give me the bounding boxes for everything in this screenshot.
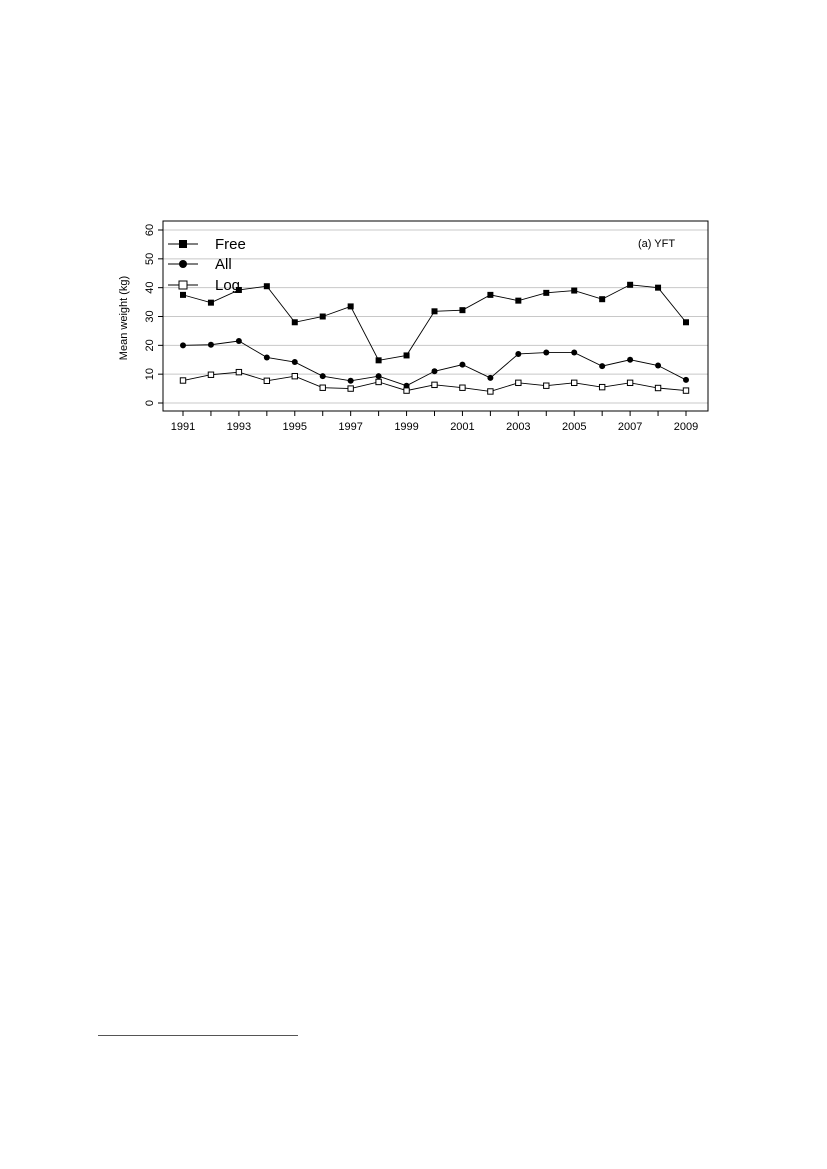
point-all-1994 (263, 354, 270, 361)
point-free-2009 (683, 319, 689, 326)
point-free-2000 (431, 308, 438, 315)
legend-label-free: Free (215, 236, 246, 253)
point-log-2004 (543, 382, 550, 389)
x-tick-label-1995: 1995 (283, 421, 307, 433)
point-all-2001 (459, 361, 466, 368)
point-free-1996 (319, 313, 326, 320)
grid-lines (163, 229, 708, 404)
point-all-2008 (655, 362, 662, 369)
point-all-2006 (599, 363, 606, 370)
point-all-1993 (235, 338, 242, 345)
point-log-2000 (431, 381, 438, 389)
point-free-1998 (375, 357, 382, 364)
point-log-1991 (179, 377, 187, 384)
point-log-1992 (207, 371, 215, 378)
legend-entry-free: Free (168, 236, 246, 253)
footnote-separator (98, 1035, 298, 1036)
point-all-1996 (319, 373, 326, 380)
series-free (180, 281, 689, 364)
point-all-1995 (291, 359, 298, 366)
panel-label: (a) YFT (638, 238, 675, 250)
mean-weight-chart: 0 10 20 30 40 50 60 1991 1993 1995 1997 1999 2001 20… (118, 220, 709, 433)
point-all-2007 (627, 356, 634, 363)
x-tick-label-1993: 1993 (227, 421, 251, 433)
legend-label-all: All (215, 256, 232, 273)
series-line-all (182, 340, 687, 387)
y-tick-label-60: 60 (144, 224, 156, 236)
legend-marker-all (179, 260, 187, 268)
point-log-2007 (626, 379, 634, 387)
point-log-1995 (291, 372, 298, 380)
point-free-1994 (263, 283, 270, 290)
point-all-2000 (431, 368, 438, 375)
x-tick-label-1999: 1999 (394, 421, 418, 433)
point-free-1999 (403, 352, 410, 359)
point-log-1999 (403, 387, 410, 394)
legend-marker-free (179, 240, 187, 248)
point-free-2003 (515, 297, 522, 304)
x-tick-label-2005: 2005 (562, 421, 586, 433)
y-axis: 0 10 20 30 40 50 60 (144, 224, 163, 406)
point-free-2005 (571, 287, 578, 294)
series-log (179, 368, 690, 395)
point-log-2005 (571, 379, 578, 387)
x-tick-label-2007: 2007 (618, 421, 642, 433)
point-free-2006 (599, 296, 606, 303)
point-all-2003 (515, 350, 522, 357)
y-tick-label-0: 0 (144, 400, 156, 406)
point-log-1994 (263, 377, 271, 384)
point-free-1991 (180, 291, 186, 298)
x-tick-label-2001: 2001 (450, 421, 474, 433)
point-log-2003 (515, 379, 522, 387)
y-tick-label-30: 30 (144, 310, 156, 322)
legend-marker-log (178, 280, 188, 290)
point-log-2001 (459, 384, 466, 391)
y-axis-label: Mean weight (kg) (118, 276, 130, 360)
point-all-1992 (207, 341, 214, 348)
point-log-1996 (319, 384, 326, 391)
point-free-2002 (487, 291, 494, 298)
point-free-2007 (627, 281, 634, 288)
point-free-2004 (543, 289, 550, 296)
legend-label-log: Log (215, 277, 240, 294)
series-line-free (182, 284, 687, 361)
point-all-2009 (683, 376, 689, 383)
point-free-1995 (291, 319, 298, 326)
point-log-2006 (598, 383, 606, 391)
point-log-2009 (682, 387, 690, 394)
point-free-2008 (655, 284, 662, 291)
point-all-1997 (347, 377, 354, 384)
point-log-2002 (487, 388, 494, 395)
point-log-1997 (347, 385, 354, 392)
point-all-2004 (543, 349, 550, 356)
series-all (180, 338, 689, 389)
x-axis: 1991 1993 1995 1997 1999 2001 2003 2005 2007 2009 (171, 411, 698, 433)
series-layer (179, 281, 690, 395)
point-all-1991 (180, 342, 186, 349)
x-tick-label-1997: 1997 (338, 421, 362, 433)
point-all-2005 (571, 349, 578, 356)
point-free-1997 (347, 303, 354, 310)
point-free-1992 (207, 299, 214, 306)
point-all-2002 (487, 374, 494, 381)
point-log-1998 (375, 378, 382, 386)
point-all-1998 (375, 373, 382, 380)
x-tick-label-1991: 1991 (171, 421, 195, 433)
point-all-1999 (403, 382, 410, 389)
legend-entry-log: Log (168, 277, 240, 294)
legend-entry-all: All (168, 256, 232, 273)
y-tick-label-20: 20 (144, 339, 156, 351)
point-free-1993 (235, 286, 242, 293)
point-log-1993 (235, 368, 243, 376)
legend: Free All Log (168, 236, 246, 294)
y-tick-label-50: 50 (144, 253, 156, 265)
x-tick-label-2003: 2003 (506, 421, 530, 433)
x-tick-label-2009: 2009 (674, 421, 698, 433)
y-tick-label-10: 10 (144, 368, 156, 380)
point-free-2001 (459, 307, 466, 314)
point-log-2008 (654, 384, 662, 392)
y-tick-label-40: 40 (144, 282, 156, 294)
